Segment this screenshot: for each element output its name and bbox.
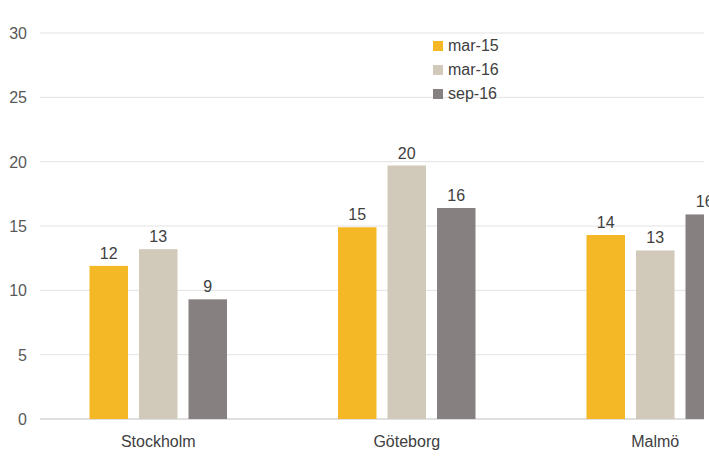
legend: mar-15 mar-16 sep-16	[433, 37, 499, 102]
data-label: 15	[348, 206, 366, 223]
bar	[437, 208, 476, 419]
data-label: 13	[149, 228, 167, 245]
y-tick-label: 15	[9, 218, 27, 235]
grid-line	[40, 97, 704, 98]
data-label: 16	[447, 187, 465, 204]
data-label: 20	[398, 145, 416, 162]
bar	[587, 235, 626, 419]
legend-swatch	[433, 89, 443, 99]
bar	[338, 227, 377, 419]
grid	[40, 33, 704, 419]
y-tick-label: 0	[18, 411, 27, 428]
bar	[90, 266, 129, 419]
y-tick-label: 25	[9, 89, 27, 106]
chart-container: 0 5 10 15 20 25 30 12 13 9 15 20 16 14 13 16 Stockholm Gö…	[0, 0, 709, 464]
y-tick-label: 5	[18, 347, 27, 364]
x-tick-label: Stockholm	[121, 433, 196, 450]
bar	[388, 166, 427, 419]
grid-line	[40, 33, 704, 34]
bar	[686, 214, 705, 419]
legend-label: mar-16	[448, 61, 499, 78]
y-tick-label: 30	[9, 25, 27, 42]
y-tick-label: 10	[9, 282, 27, 299]
legend-swatch	[433, 65, 443, 75]
x-tick-label: Malmö	[631, 433, 679, 450]
y-tick-label: 20	[9, 154, 27, 171]
x-tick-label: Göteborg	[373, 433, 440, 450]
legend-swatch	[433, 41, 443, 51]
data-label: 13	[646, 229, 664, 246]
data-labels: 12 13 9 15 20 16 14 13 16	[100, 145, 709, 296]
bar	[636, 250, 675, 419]
grid-line	[40, 161, 704, 162]
data-label: 16	[696, 193, 709, 210]
chart-svg: 0 5 10 15 20 25 30 12 13 9 15 20 16 14 13 16 Stockholm Gö…	[0, 0, 709, 464]
bar	[139, 249, 178, 419]
legend-label: sep-16	[448, 85, 497, 102]
bar	[189, 299, 228, 419]
bars	[90, 166, 705, 419]
legend-label: mar-15	[448, 37, 499, 54]
data-label: 12	[100, 245, 118, 262]
data-label: 14	[597, 214, 615, 231]
data-label: 9	[203, 278, 212, 295]
